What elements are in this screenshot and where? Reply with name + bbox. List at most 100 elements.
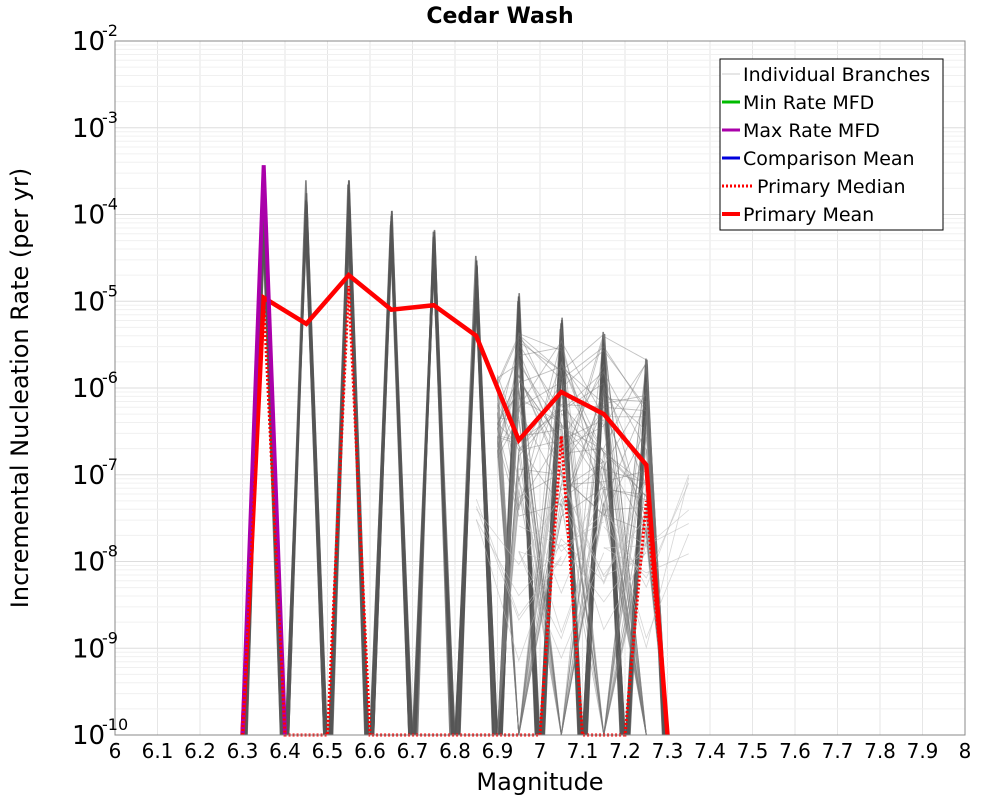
y-tick-label: 10 <box>72 201 105 231</box>
branch-line <box>497 421 668 736</box>
legend-label: Min Rate MFD <box>743 92 874 114</box>
branch-line <box>497 301 540 736</box>
y-tick-label: 10 <box>72 548 105 578</box>
legend-label: Primary Median <box>757 176 906 198</box>
series-primary-median <box>241 285 669 737</box>
x-tick-label: 6.4 <box>269 739 301 763</box>
branch-line <box>497 342 668 736</box>
branch-line-faint <box>475 506 562 621</box>
branch-line <box>499 321 539 736</box>
branch-line <box>540 328 583 736</box>
branch-line-faint <box>561 477 647 583</box>
branch-line <box>497 335 668 736</box>
branch-line <box>497 336 668 736</box>
x-axis-label: Magnitude <box>476 768 603 796</box>
y-tick-exponent: -4 <box>102 195 118 214</box>
branch-line-faint <box>475 498 562 617</box>
x-tick-label: 6.7 <box>397 739 429 763</box>
branch-line-faint <box>603 492 690 640</box>
branch-line-faint <box>560 480 647 578</box>
branch-line <box>454 255 498 736</box>
x-tick-labels: 6 6.1 6.2 6.3 6.4 6.5 6.6 6.7 6.8 6.9 7 7.1 7.2 7.3 7.… <box>109 739 972 763</box>
x-tick-label: 6.3 <box>227 739 259 763</box>
y-tick-label: 10 <box>72 461 105 491</box>
x-tick-label: 7.5 <box>737 739 769 763</box>
legend: Individual Branches Min Rate MFD Max Rate … <box>719 58 944 231</box>
x-tick-label: 6.2 <box>184 739 216 763</box>
legend-label: Comparison Mean <box>743 148 915 170</box>
x-tick-label: 6.9 <box>482 739 514 763</box>
branch-line-faint <box>603 483 690 579</box>
x-tick-label: 7.4 <box>694 739 726 763</box>
branch-line <box>414 266 453 736</box>
x-tick-label: 6.1 <box>142 739 174 763</box>
branch-line <box>497 409 668 736</box>
x-tick-label: 7.1 <box>567 739 599 763</box>
y-tick-label: 10 <box>72 634 105 664</box>
branch-line <box>584 359 624 736</box>
x-tick-label: 7.6 <box>779 739 811 763</box>
branch-line <box>497 350 668 736</box>
x-tick-label: 7.3 <box>652 739 684 763</box>
branch-line-faint <box>518 481 605 567</box>
x-tick-label: 6 <box>109 739 122 763</box>
branch-line <box>369 210 413 736</box>
branch-line-faint <box>560 542 647 603</box>
branch-line-faint <box>518 551 605 660</box>
branch-line-faint <box>518 482 604 552</box>
y-tick-label: 10 <box>72 287 105 317</box>
y-axis-label: Incremental Nucleation Rate (per yr) <box>6 168 34 608</box>
y-tick-exponent: -10 <box>102 715 128 734</box>
plot-frame <box>114 40 966 736</box>
branch-line <box>497 374 668 736</box>
x-tick-label: 7.7 <box>822 739 854 763</box>
branch-line <box>497 381 668 736</box>
x-tick-label: 8 <box>959 739 972 763</box>
branch-line <box>497 366 668 736</box>
branch-line <box>497 405 668 736</box>
branch-line-faint <box>603 509 689 547</box>
y-tick-exponent: -7 <box>102 455 118 474</box>
branch-line <box>497 403 668 736</box>
legend-label: Max Rate MFD <box>743 120 880 142</box>
branch-line <box>497 364 668 736</box>
y-tick-exponent: -5 <box>102 281 118 300</box>
chart-title: Cedar Wash <box>426 4 573 29</box>
branch-line-faint <box>518 509 605 640</box>
branch-line-faint <box>603 546 689 574</box>
branch-line-faint <box>560 493 647 631</box>
branch-line-faint <box>518 521 604 547</box>
legend-label: Primary Mean <box>743 204 874 226</box>
branch-line <box>497 376 668 736</box>
y-tick-exponent: -6 <box>102 368 118 387</box>
x-tick-label: 7.8 <box>864 739 896 763</box>
x-tick-label: 7.2 <box>609 739 641 763</box>
x-tick-label: 7.9 <box>907 739 939 763</box>
branch-line <box>372 241 410 736</box>
branch-line <box>285 229 328 736</box>
branch-line <box>497 334 668 736</box>
y-tick-label: 10 <box>72 374 105 404</box>
series-lines <box>240 165 670 737</box>
y-tick-exponent: -9 <box>102 628 118 647</box>
series-primary-mean <box>240 271 670 736</box>
branch-line <box>497 391 668 736</box>
x-tick-label: 6.5 <box>312 739 344 763</box>
x-tick-label: 6.8 <box>439 739 471 763</box>
y-tick-exponent: -2 <box>102 21 118 40</box>
branch-line <box>497 340 668 736</box>
x-tick-label: 7 <box>534 739 547 763</box>
x-tick-label: 6.6 <box>354 739 386 763</box>
branch-line <box>458 292 495 736</box>
y-tick-label: 10 <box>72 114 105 144</box>
branch-line-faint <box>475 494 562 566</box>
branch-line <box>413 249 455 736</box>
series-max-rate-mfd <box>240 165 287 736</box>
branch-line-faint <box>560 499 647 576</box>
branch-line-faint <box>518 482 605 595</box>
legend-label: Individual Branches <box>743 64 930 86</box>
y-tick-exponent: -3 <box>102 108 118 127</box>
y-tick-label: 10 <box>72 721 105 751</box>
